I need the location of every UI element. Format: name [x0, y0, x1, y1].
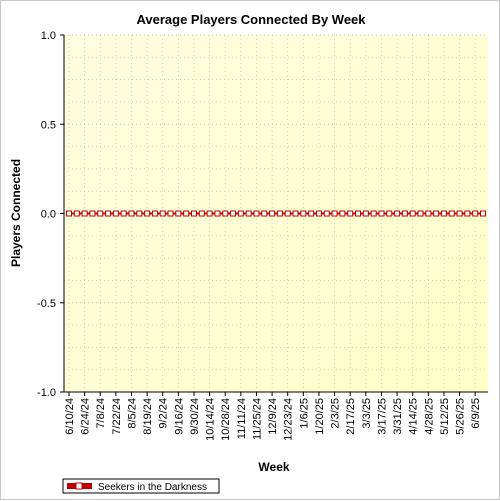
data-point — [151, 210, 158, 217]
data-point — [276, 210, 283, 217]
data-point — [323, 210, 330, 217]
data-point — [331, 210, 338, 217]
data-point — [394, 210, 401, 217]
data-point — [269, 210, 276, 217]
x-tick-label: 9/30/24 — [189, 398, 201, 435]
x-tick-label: 7/22/24 — [111, 398, 123, 435]
data-point — [112, 210, 119, 217]
x-tick-label: 8/5/24 — [126, 398, 138, 429]
x-tick-label: 5/12/25 — [439, 398, 451, 435]
legend: Seekers in the Darkness — [62, 478, 220, 494]
data-point — [190, 210, 197, 217]
data-point — [206, 210, 213, 217]
data-point — [440, 210, 447, 217]
data-point — [245, 210, 252, 217]
x-tick-label: 3/17/25 — [376, 398, 388, 435]
data-point — [105, 210, 112, 217]
x-tick-label: 12/23/24 — [283, 398, 295, 441]
x-tick-label: 3/31/25 — [392, 398, 404, 435]
data-point — [401, 210, 408, 217]
data-point — [136, 210, 143, 217]
data-point — [128, 210, 135, 217]
x-tick-label: 1/6/25 — [298, 398, 310, 429]
x-tick-label: 7/8/24 — [95, 398, 107, 429]
data-point — [230, 210, 237, 217]
data-point — [81, 210, 88, 217]
x-tick-label: 2/3/25 — [330, 398, 342, 429]
data-point — [417, 210, 424, 217]
data-point — [292, 210, 299, 217]
data-point — [214, 210, 221, 217]
data-point — [315, 210, 322, 217]
data-point — [308, 210, 315, 217]
x-tick-label: 5/26/25 — [455, 398, 467, 435]
data-point — [253, 210, 260, 217]
legend-swatch-marker — [75, 482, 83, 490]
chart-title: Average Players Connected By Week — [136, 12, 366, 27]
x-tick-label: 6/10/24 — [64, 398, 76, 435]
data-point — [347, 210, 354, 217]
x-tick-label: 8/19/24 — [142, 398, 154, 435]
x-tick-label: 9/2/24 — [158, 398, 170, 429]
legend-entry-seekers: Seekers in the Darkness — [98, 482, 207, 493]
data-point — [66, 210, 72, 217]
x-axis-label: Week — [258, 460, 289, 474]
data-point — [175, 210, 182, 217]
data-point — [284, 210, 291, 217]
data-point — [97, 210, 104, 217]
data-point — [464, 210, 471, 217]
data-point — [222, 210, 229, 217]
data-point — [167, 210, 174, 217]
legend-box — [62, 478, 220, 494]
data-point — [425, 210, 432, 217]
data-point — [370, 210, 377, 217]
y-tick-label: 0.5 — [41, 119, 56, 131]
x-tick-label: 1/20/25 — [314, 398, 326, 435]
data-point — [362, 210, 369, 217]
x-tick-label: 9/16/24 — [173, 398, 185, 435]
x-axis-ticks: 6/10/24 6/24/24 7/8/24 7/22/24 8/5/24 8/19/24… — [64, 392, 482, 441]
x-tick-label: 11/11/24 — [236, 398, 248, 439]
x-tick-label: 3/3/25 — [361, 398, 373, 429]
data-point — [378, 210, 385, 217]
data-point — [89, 210, 96, 217]
data-point — [355, 210, 362, 217]
y-tick-label: -0.5 — [37, 298, 56, 310]
data-point — [339, 210, 346, 217]
x-tick-label: 12/9/24 — [267, 398, 279, 435]
data-point — [120, 210, 127, 217]
x-tick-label: 10/14/24 — [205, 398, 217, 441]
data-point — [472, 210, 479, 217]
y-tick-label: 1.0 — [41, 30, 56, 42]
x-tick-label: 2/17/25 — [345, 398, 357, 435]
data-point — [159, 210, 166, 217]
data-point — [448, 210, 455, 217]
y-axis-ticks: 1.0 0.5 0.0 -0.5 -1.0 — [37, 30, 64, 399]
series-layer — [66, 210, 486, 217]
data-point — [433, 210, 440, 217]
data-point — [144, 210, 151, 217]
data-point — [300, 210, 307, 217]
data-point — [198, 210, 205, 217]
data-point — [409, 210, 416, 217]
data-point — [237, 210, 244, 217]
x-tick-label: 11/25/24 — [251, 398, 263, 440]
data-point — [386, 210, 393, 217]
x-tick-label: 6/9/25 — [470, 398, 482, 429]
x-tick-label: 4/14/25 — [408, 398, 420, 435]
data-point — [456, 210, 463, 217]
x-tick-label: 4/28/25 — [423, 398, 435, 435]
x-tick-label: 6/24/24 — [80, 398, 92, 435]
y-tick-label: 0.0 — [41, 209, 56, 221]
data-point — [73, 210, 80, 217]
data-point — [261, 210, 268, 217]
y-tick-label: -1.0 — [37, 387, 56, 399]
x-tick-label: 10/28/24 — [220, 398, 232, 441]
data-point — [480, 210, 486, 217]
y-axis-label: Players Connected — [9, 159, 23, 267]
data-point — [183, 210, 190, 217]
